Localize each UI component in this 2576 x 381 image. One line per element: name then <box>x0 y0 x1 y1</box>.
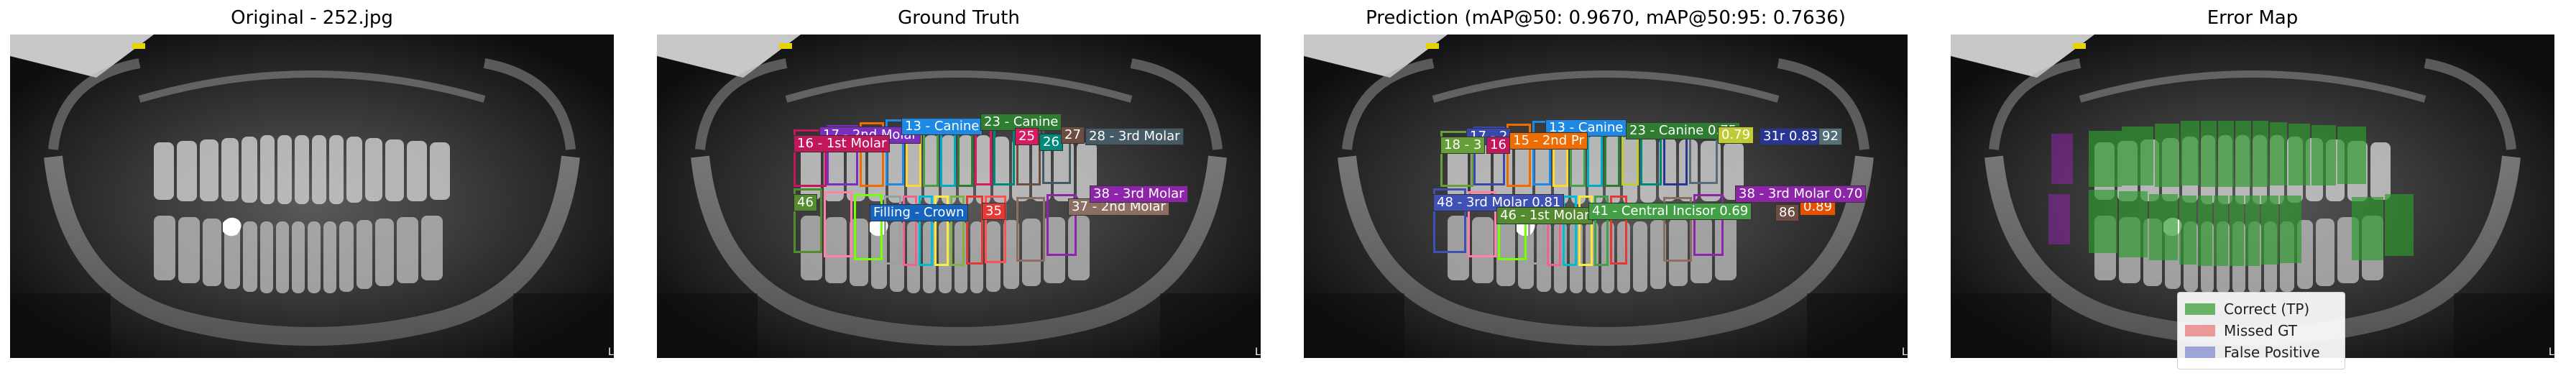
tp-region <box>2385 194 2414 256</box>
gt-box <box>860 122 884 187</box>
pred-label: 15 - 2nd Pr <box>1509 132 1588 150</box>
legend-swatch <box>2185 303 2215 315</box>
tp-region <box>2352 197 2383 260</box>
tp-region <box>2179 196 2196 265</box>
pred-box <box>1663 197 1692 262</box>
panel-title-original: Original - 252.jpg <box>231 7 393 29</box>
gt-label: 38 - 3rd Molar <box>1090 185 1188 203</box>
tp-region <box>2253 121 2268 187</box>
tp-region <box>2155 124 2179 187</box>
gt-box <box>985 196 1006 263</box>
legend-item-false-positive: False Positive <box>2185 341 2337 363</box>
tp-region <box>2312 125 2336 185</box>
gt-label: 26 <box>1039 134 1063 151</box>
pred-label: 92 <box>1818 128 1842 145</box>
fp-region <box>2051 134 2073 184</box>
tp-region <box>2181 121 2199 185</box>
corner-mark: L <box>608 346 614 358</box>
fp-region <box>2048 194 2070 244</box>
gt-box <box>966 196 983 265</box>
panel-title-ground-truth: Ground Truth <box>898 7 1020 29</box>
tp-region <box>2201 121 2217 187</box>
panel-prediction: Prediction (mAP@50: 0.9670, mAP@50:95: 0… <box>1304 0 1908 381</box>
gt-box <box>919 196 933 266</box>
gt-label: 27 <box>1061 127 1085 144</box>
tp-region <box>2288 124 2310 185</box>
pred-box <box>1506 124 1531 187</box>
legend-item-missed: Missed GT <box>2185 320 2337 341</box>
tp-region <box>2235 121 2251 187</box>
pred-box <box>1532 121 1551 185</box>
pred-box <box>1563 196 1577 266</box>
pred-box <box>1610 196 1627 265</box>
legend-swatch <box>2185 325 2215 336</box>
pred-label: 41 - Central Incisor 0.69 <box>1588 203 1752 220</box>
gt-box <box>884 196 901 265</box>
legend-label: Missed GT <box>2224 322 2298 339</box>
panel-original: Original - 252.jpg L <box>10 0 614 381</box>
gt-box <box>827 125 858 185</box>
pred-label: 18 - 3 <box>1440 137 1486 154</box>
gt-box <box>993 122 1015 185</box>
gt-box <box>854 194 883 260</box>
pred-box <box>1433 188 1466 253</box>
legend-item-correct: Correct (TP) <box>2185 298 2337 320</box>
pred-label: 46 - 1st Molar <box>1496 207 1593 224</box>
gt-box <box>794 188 822 253</box>
tp-region <box>2089 131 2122 187</box>
pred-box <box>1693 194 1724 256</box>
panel-ground-truth: Ground Truth 17 - 2nd Molar 16 - 1st Mol… <box>657 0 1261 381</box>
tp-region <box>2218 121 2234 187</box>
gt-label: 35 <box>982 203 1006 220</box>
gt-label: 46 <box>794 194 817 211</box>
gt-label: 13 - Canine <box>901 118 983 135</box>
gt-box <box>794 129 827 187</box>
corner-mark: L <box>2549 346 2554 358</box>
pred-box <box>1468 191 1496 257</box>
tp-region <box>2119 191 2148 257</box>
corner-mark: L <box>1902 346 1908 358</box>
corner-mark: L <box>1255 346 1261 358</box>
pred-box <box>1440 131 1473 187</box>
gt-box <box>1046 194 1077 256</box>
gt-box <box>1016 197 1045 262</box>
legend-label: Correct (TP) <box>2224 300 2310 318</box>
pred-box <box>1578 196 1593 266</box>
pred-label: 16 <box>1486 137 1510 154</box>
pred-label: 0.79 <box>1718 127 1754 144</box>
pred-label: 86 <box>1775 204 1799 221</box>
tp-region <box>2270 122 2287 185</box>
gt-label: 16 - 1st Molar <box>794 135 891 152</box>
panel-title-prediction: Prediction (mAP@50: 0.9670, mAP@50:95: 0… <box>1366 7 1846 29</box>
pred-box <box>1473 127 1505 185</box>
legend: Correct (TP) Missed GT False Positive <box>2177 292 2345 369</box>
legend-swatch <box>2185 346 2215 358</box>
pred-label: 38 - 3rd Molar 0.70 <box>1735 185 1867 203</box>
gt-label: 25 <box>1015 128 1039 145</box>
legend-label: False Positive <box>2224 344 2320 361</box>
xray-image-original <box>10 35 614 358</box>
gt-label: Filling - Crown <box>870 204 968 221</box>
gt-box <box>886 119 904 185</box>
tp-region <box>2198 196 2212 266</box>
tp-region <box>2245 196 2260 266</box>
pred-label: 31r 0.83 <box>1760 128 1822 145</box>
tp-region <box>2089 190 2117 253</box>
tp-region <box>2280 196 2301 263</box>
tp-region <box>2122 127 2153 185</box>
gt-box <box>824 191 852 257</box>
tp-region <box>2149 194 2178 260</box>
pred-box <box>1594 196 1609 266</box>
gt-box <box>903 196 917 266</box>
gt-box <box>934 196 949 266</box>
gt-box <box>950 196 965 266</box>
tp-region <box>2261 196 2278 265</box>
tp-region <box>2337 127 2366 184</box>
tp-region <box>2230 196 2244 266</box>
tp-region <box>2214 196 2228 266</box>
gt-label: 28 - 3rd Molar <box>1085 128 1184 145</box>
panel-error-map: Error Map Correct (TP) Missed GT Fa <box>1951 0 2554 381</box>
panel-title-error-map: Error Map <box>2207 7 2299 29</box>
